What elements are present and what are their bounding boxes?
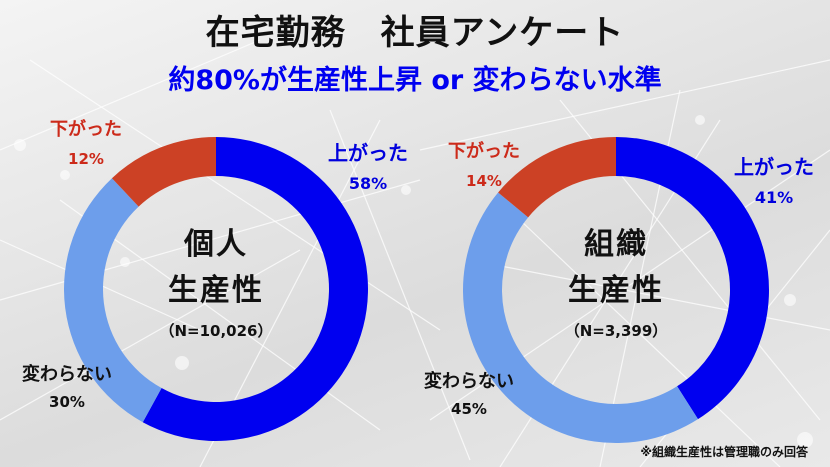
donut-chart-organization [462,137,769,443]
page-title: 在宅勤務 社員アンケート [205,13,625,53]
sample-size: （N=10,026） [159,322,273,340]
label-up-individual: 上がった 58% [328,141,408,193]
label-same-individual: 変わらない 30% [22,364,112,411]
donut-segment-same [462,192,698,443]
label-up-organization: 上がった 41% [734,155,814,207]
sample-size: （N=3,399） [564,322,668,340]
center-line2: 生産性 [168,273,264,308]
label-down-individual: 下がった 12% [50,119,122,168]
donut-center-individual: 個人 生産性 （N=10,026） [136,222,296,341]
center-line2: 生産性 [568,273,664,308]
donut-center-organization: 組織 生産性 （N=3,399） [536,222,696,341]
donut-segment-same [63,178,162,423]
label-same-organization: 変わらない 45% [424,371,514,418]
donut-segment-up [142,137,368,441]
donut-chart-individual [63,137,368,441]
donut-segment-down [111,137,216,207]
center-line1: 組織 [584,227,648,262]
center-line1: 個人 [184,227,248,262]
donut-segment-down [498,137,616,218]
page-subtitle: 約80%が生産性上昇 or 変わらない水準 [168,65,662,96]
label-down-organization: 下がった 14% [448,141,520,190]
footnote: ※組織生産性は管理職のみ回答 [640,445,808,459]
donut-segment-up [616,137,769,420]
